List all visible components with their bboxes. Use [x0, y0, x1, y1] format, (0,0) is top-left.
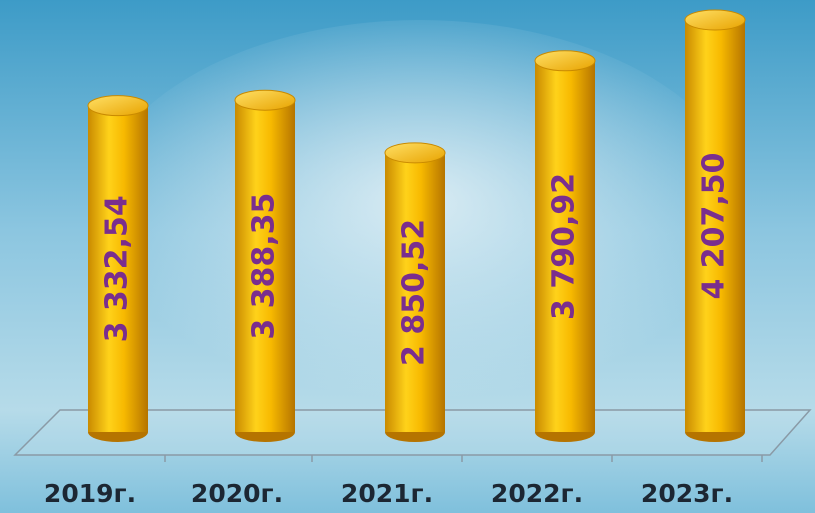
bar — [235, 100, 295, 432]
bar-top — [684, 9, 746, 31]
x-tick-label: 2022г. — [491, 479, 583, 508]
value-label: 3 332,54 — [100, 195, 135, 342]
bar — [535, 60, 595, 432]
bar-top — [384, 142, 446, 164]
bar — [88, 105, 148, 432]
value-label: 3 388,35 — [247, 193, 282, 340]
bar — [385, 152, 445, 433]
bar — [685, 20, 745, 432]
value-label: 4 207,50 — [697, 152, 732, 299]
x-tick-label: 2021г. — [341, 479, 433, 508]
value-label: 3 790,92 — [547, 173, 582, 320]
x-tick-label: 2020г. — [191, 479, 283, 508]
bar-top — [87, 95, 149, 117]
x-tick-label: 2023г. — [641, 479, 733, 508]
bar-top — [234, 89, 296, 111]
bar-top — [534, 50, 596, 72]
x-tick-label: 2019г. — [44, 479, 136, 508]
value-label: 2 850,52 — [397, 219, 432, 366]
